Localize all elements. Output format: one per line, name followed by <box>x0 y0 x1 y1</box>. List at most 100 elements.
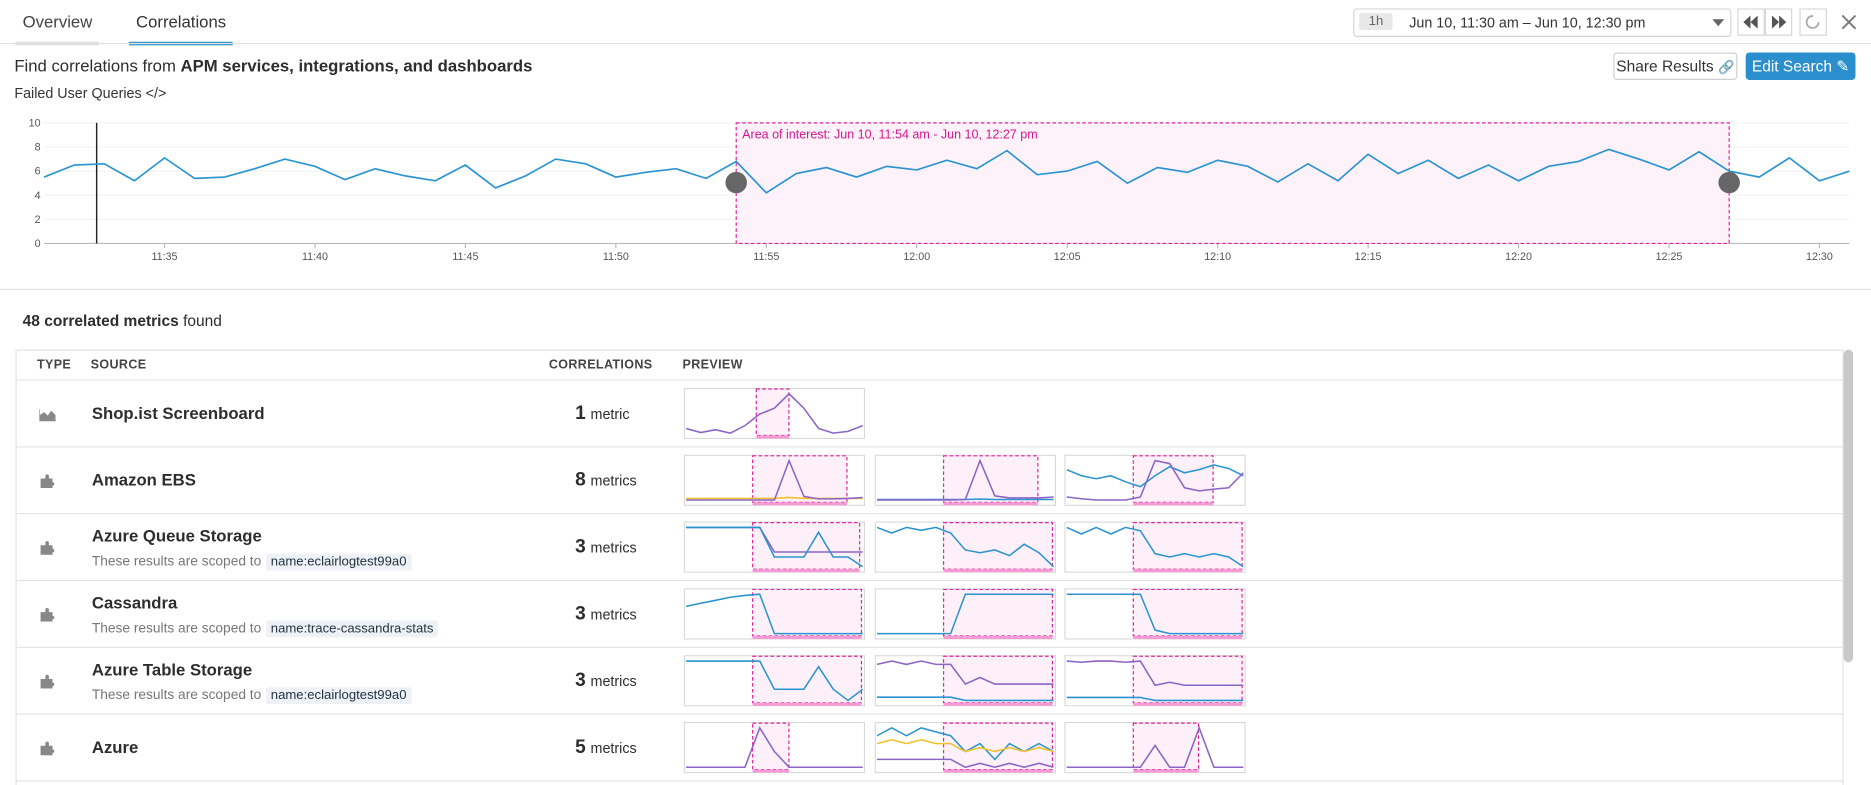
header-line: Find correlations from APM services, int… <box>14 56 532 75</box>
dropdown-caret <box>1712 19 1724 26</box>
x-tick-label: 12:10 <box>1204 251 1231 263</box>
time-picker[interactable]: 1h Jun 10, 11:30 am – Jun 10, 12:30 pm <box>1353 8 1731 37</box>
preview-highlight-bar <box>1133 703 1242 706</box>
y-tick-label: 4 <box>35 190 41 202</box>
preview-highlight-bar <box>943 569 1052 572</box>
source-name: Shop.ist Screenboard <box>92 403 265 422</box>
metric-count: 3 metrics <box>575 604 637 625</box>
area-handle <box>1718 172 1739 193</box>
tab-correlations[interactable]: Correlations <box>129 0 233 45</box>
preview-highlight-bar <box>1133 770 1198 773</box>
reset-button[interactable] <box>1800 9 1826 35</box>
preview-highlight <box>1133 656 1242 703</box>
preview <box>684 722 865 773</box>
preview <box>874 588 1055 639</box>
preview-highlight-bar <box>943 502 1037 505</box>
source-name: Azure <box>92 737 138 756</box>
edit-search-button[interactable]: Edit Search ✎ <box>1746 53 1856 80</box>
preview-highlight-bar <box>943 703 1052 706</box>
results-suffix: found <box>183 311 222 329</box>
tab-overview[interactable]: Overview <box>16 0 100 45</box>
share-results-label: Share Results <box>1616 57 1713 75</box>
preview-highlight <box>943 456 1037 503</box>
time-controls <box>1737 8 1871 37</box>
scrollbar[interactable] <box>1844 350 1854 663</box>
preview-highlight-bar <box>753 770 789 773</box>
preview-highlight <box>753 589 862 636</box>
table-header: TYPE SOURCE CORRELATIONS PREVIEW <box>17 351 1843 381</box>
x-tick-label: 11:55 <box>753 251 779 263</box>
preview <box>1064 455 1245 506</box>
preview <box>874 655 1055 706</box>
type-icon <box>39 407 56 421</box>
preview <box>1064 521 1245 572</box>
scope-text: These results are scoped to <box>92 622 261 636</box>
preview <box>1064 722 1245 773</box>
area-label: Area of interest: Jun 10, 11:54 am - Jun… <box>742 127 1037 141</box>
preview <box>684 455 865 506</box>
count-number: 3 <box>575 604 586 624</box>
preview <box>1064 655 1245 706</box>
time-range-label: Jun 10, 11:30 am – Jun 10, 12:30 pm <box>1409 14 1645 31</box>
share-results-button[interactable]: Share Results 🔗 <box>1613 53 1737 80</box>
column-header: SOURCE <box>91 358 147 372</box>
preview <box>874 455 1055 506</box>
close-button[interactable] <box>1842 16 1855 29</box>
x-tick-label: 11:45 <box>452 251 478 263</box>
preview <box>684 388 865 439</box>
dashboard-icon <box>39 409 56 421</box>
y-tick-label: 8 <box>35 142 41 154</box>
preview <box>684 655 865 706</box>
preview-highlight-bar <box>753 502 847 505</box>
x-tick-label: 12:05 <box>1054 251 1081 263</box>
preview-highlight <box>753 456 847 503</box>
x-tick-label: 12:00 <box>903 251 930 263</box>
count-unit: metrics <box>591 740 637 757</box>
x-tick-label: 12:30 <box>1806 251 1833 263</box>
scope-tag: name:trace-cassandra-stats <box>266 620 438 637</box>
integration-icon <box>41 675 55 689</box>
column-header: TYPE <box>37 358 71 372</box>
y-tick-label: 10 <box>29 117 41 129</box>
type-icon <box>39 607 56 621</box>
x-tick-label: 12:20 <box>1505 251 1532 263</box>
preview-highlight-bar <box>1133 569 1242 572</box>
results-summary: 48 correlated metrics found <box>23 311 222 329</box>
divider <box>0 289 1871 290</box>
result-row[interactable]: Azure Table Storage These results are sco… <box>17 648 1843 715</box>
source-name: Amazon EBS <box>92 470 196 489</box>
preview <box>1064 588 1245 639</box>
count-number: 1 <box>575 403 586 423</box>
x-tick-label: 12:25 <box>1656 251 1683 263</box>
integration-icon <box>41 742 55 756</box>
preview <box>874 521 1055 572</box>
preview-highlight-bar <box>943 770 1052 773</box>
x-tick-label: 11:40 <box>302 251 328 263</box>
column-header: PREVIEW <box>683 358 743 372</box>
preview-highlight-bar <box>943 636 1052 639</box>
count-unit: metrics <box>591 606 637 623</box>
count-unit: metrics <box>591 473 637 490</box>
type-icon <box>39 674 56 688</box>
x-tick-label: 11:50 <box>603 251 629 263</box>
preview-highlight-bar <box>753 569 860 572</box>
results-count: 48 correlated metrics <box>23 311 179 329</box>
source-name: Azure Table Storage <box>92 660 252 679</box>
divider <box>0 43 1871 44</box>
y-tick-label: 0 <box>35 238 41 250</box>
results-table: TYPE SOURCE CORRELATIONS PREVIEW Shop.is… <box>16 350 1844 785</box>
scope-text: These results are scoped to <box>92 688 261 702</box>
header-prefix: Find correlations from <box>14 56 176 75</box>
